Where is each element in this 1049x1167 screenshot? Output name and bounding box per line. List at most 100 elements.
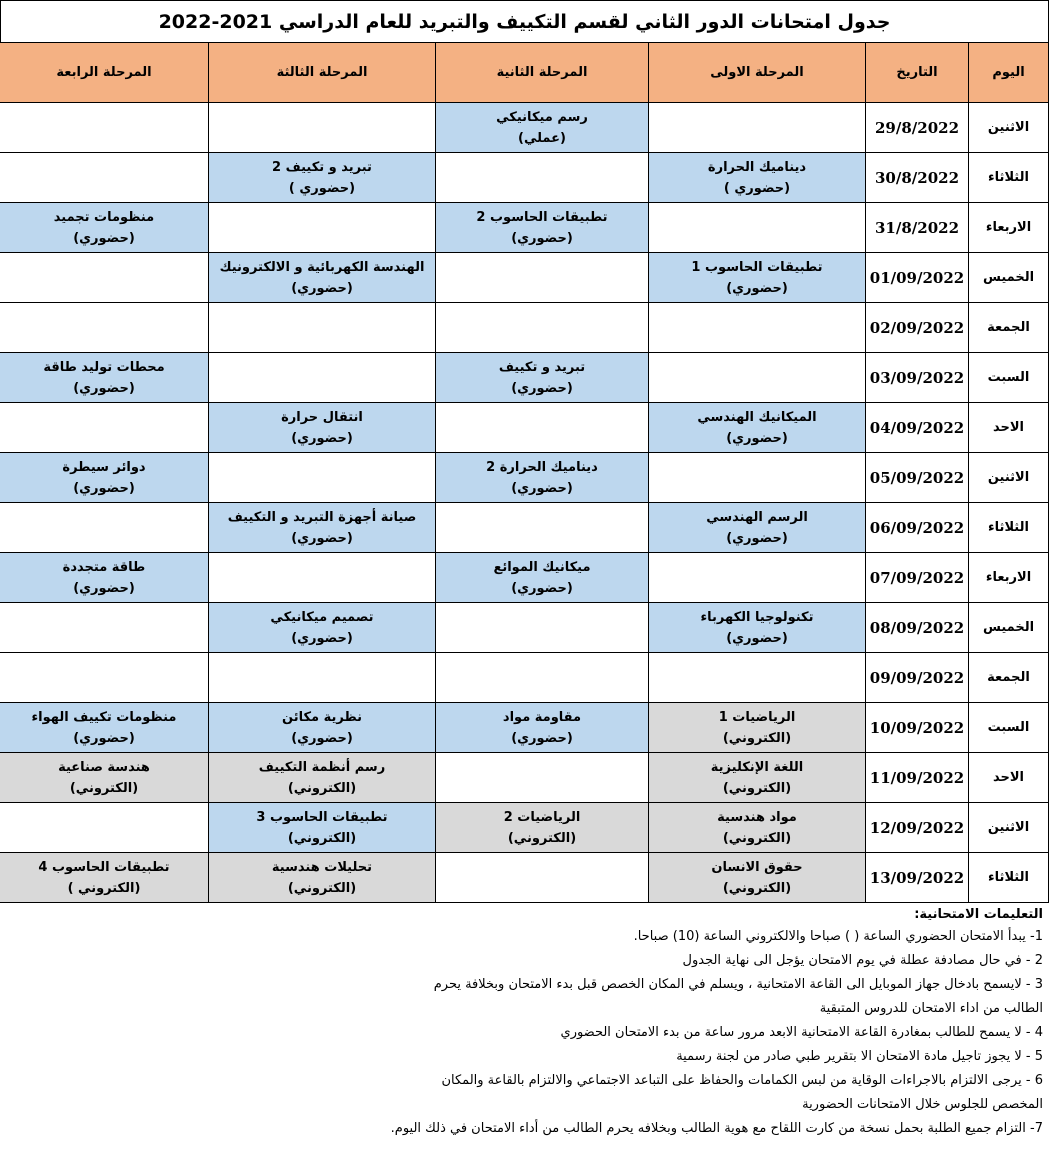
exam-text: مواد هندسية (الكتروني)	[650, 804, 865, 850]
exam-line: تحليلات هندسية	[271, 860, 373, 875]
exam-line: (عملي)	[518, 131, 566, 146]
exam-cell: تبريد و تكييف 2 (حضوري )	[208, 152, 436, 203]
exam-cell: صيانة أجهزة التبريد و التكييف (حضوري)	[208, 502, 436, 553]
date-cell: 08/09/2022	[865, 602, 969, 653]
exam-line: (حضوري)	[511, 481, 573, 496]
exam-text: دوائر سيطرة (حضوري)	[1, 454, 208, 500]
exam-line: (حضوري)	[511, 731, 573, 746]
exam-text: الرسم الهندسي (حضوري)	[650, 504, 865, 550]
exam-line: (حضوري)	[726, 631, 788, 646]
date-cell: 12/09/2022	[865, 802, 969, 853]
exam-cell: دوائر سيطرة (حضوري)	[0, 452, 209, 503]
exam-cell	[648, 102, 866, 153]
exam-text: رسم أنظمة التكييف (الكتروني)	[210, 754, 435, 800]
exam-cell: ميكانيك الموائع (حضوري)	[435, 552, 649, 603]
title: جدول امتحانات الدور الثاني لقسم التكييف …	[0, 0, 1049, 42]
exam-line: صيانة أجهزة التبريد و التكييف	[227, 510, 417, 525]
date-cell: 30/8/2022	[865, 152, 969, 203]
exam-line: ميكانيك الموائع	[493, 560, 591, 575]
exam-cell	[648, 452, 866, 503]
exam-cell	[435, 852, 649, 903]
exam-cell: الرياضيات 2 (الكتروني)	[435, 802, 649, 853]
exam-line: (حضوري )	[723, 181, 791, 196]
exam-line: تطبيقات الحاسوب 1	[691, 260, 823, 275]
day-cell: الاربعاء	[968, 552, 1049, 603]
exam-line: (الكتروني)	[722, 881, 792, 896]
exam-line: (الكتروني)	[287, 881, 357, 896]
exam-line: تطبيقات الحاسوب 3	[256, 810, 388, 825]
instruction-line: 2 - في حال مصادفة عطلة في يوم الامتحان ي…	[682, 953, 1043, 968]
header-cell: اليوم	[968, 42, 1049, 103]
day-cell: الاربعاء	[968, 202, 1049, 253]
exam-cell: تطبيقات الحاسوب 3 (الكتروني)	[208, 802, 436, 853]
instruction-line: المخصص للجلوس خلال الامتحانات الحضورية	[802, 1097, 1043, 1112]
header-cell: المرحلة الرابعة	[0, 42, 209, 103]
exam-line: الرياضيات 2	[503, 810, 581, 825]
date-cell: 11/09/2022	[865, 752, 969, 803]
header-cell: المرحلة الاولى	[648, 42, 866, 103]
table-row: الخميس 08/09/2022 تكنولوجيا الكهرباء (حضوري…	[0, 602, 1049, 653]
exam-text: تبريد و تكييف 2 (حضوري )	[210, 154, 435, 200]
exam-line: انتقال حرارة	[281, 410, 363, 425]
exam-line: رسم ميكانيكي	[496, 110, 588, 125]
date-cell: 31/8/2022	[865, 202, 969, 253]
exam-line: حقوق الانسان	[711, 860, 803, 875]
table-row: الثلاثاء 13/09/2022 حقوق الانسان (الكتروني)…	[0, 852, 1049, 903]
exam-cell	[0, 102, 209, 153]
table-row: الاربعاء 31/8/2022 تطبيقات الحاسوب 2 (حضوري…	[0, 202, 1049, 253]
exam-text: تطبيقات الحاسوب 3 (الكتروني)	[210, 804, 435, 850]
exam-line: دوائر سيطرة	[62, 460, 146, 475]
exam-line: رسم أنظمة التكييف	[258, 760, 386, 775]
exam-line: (الكتروني)	[287, 831, 357, 846]
exam-cell	[208, 302, 436, 353]
exam-cell: الرياضيات 1 (الكتروني)	[648, 702, 866, 753]
exam-cell	[435, 752, 649, 803]
exam-line: (الكتروني )	[67, 881, 141, 896]
exam-text: الهندسة الكهربائية و الالكترونيك (حضوري)	[210, 254, 435, 300]
exam-line: الرسم الهندسي	[706, 510, 808, 525]
exam-table: اليوم التاريخ المرحلة الاولى المرحلة الثاني…	[0, 42, 1049, 903]
day-cell: الاثنين	[968, 452, 1049, 503]
exam-line: ديناميك الحرارة 2	[486, 460, 598, 475]
header-row: اليوم التاريخ المرحلة الاولى المرحلة الثاني…	[0, 42, 1049, 103]
exam-text: رسم ميكانيكي (عملي)	[437, 104, 648, 150]
day-cell: الاثنين	[968, 102, 1049, 153]
exam-line: (حضوري )	[288, 181, 356, 196]
table-row: السبت 03/09/2022 تبريد و تكييف (حضوري) محطات…	[0, 352, 1049, 403]
exam-cell	[0, 602, 209, 653]
table-row: الثلاثاء 30/8/2022 ديناميك الحرارة (حضوري )…	[0, 152, 1049, 203]
day-cell: السبت	[968, 352, 1049, 403]
exam-cell: منظومات تكييف الهواء (حضوري)	[0, 702, 209, 753]
exam-cell: الميكانيك الهندسي (حضوري)	[648, 402, 866, 453]
exam-text: تطبيقات الحاسوب 1 (حضوري)	[650, 254, 865, 300]
exam-text: ميكانيك الموائع (حضوري)	[437, 554, 648, 600]
instruction-line: 3 - لايسمح بادخال جهاز الموبايل الى القا…	[433, 977, 1043, 992]
table-row: الثلاثاء 06/09/2022 الرسم الهندسي (حضوري) صي…	[0, 502, 1049, 553]
exam-text: تحليلات هندسية (الكتروني)	[210, 854, 435, 900]
exam-cell	[648, 352, 866, 403]
exam-cell: تكنولوجيا الكهرباء (حضوري)	[648, 602, 866, 653]
table-body: الاثنين 29/8/2022 رسم ميكانيكي (عملي) الثلاث…	[0, 102, 1049, 903]
exam-line: (حضوري)	[726, 531, 788, 546]
table-row: السبت 10/09/2022 الرياضيات 1 (الكتروني) مقاو…	[0, 702, 1049, 753]
exam-cell: اللغة الإنكليزية (الكتروني)	[648, 752, 866, 803]
exam-text: طاقة متجددة (حضوري)	[1, 554, 208, 600]
exam-text: مقاومة مواد (حضوري)	[437, 704, 648, 750]
exam-text: صيانة أجهزة التبريد و التكييف (حضوري)	[210, 504, 435, 550]
exam-cell	[648, 652, 866, 703]
exam-line: (حضوري)	[73, 381, 135, 396]
table-row: الاثنين 29/8/2022 رسم ميكانيكي (عملي)	[0, 102, 1049, 153]
header-cell: المرحلة الثالثة	[208, 42, 436, 103]
exam-line: (حضوري)	[291, 631, 353, 646]
exam-cell: تطبيقات الحاسوب 4 (الكتروني )	[0, 852, 209, 903]
instructions-heading: التعليمات الامتحانية:	[914, 907, 1043, 922]
exam-line: مقاومة مواد	[502, 710, 582, 725]
exam-cell: محطات توليد طاقة (حضوري)	[0, 352, 209, 403]
exam-line: الرياضيات 1	[718, 710, 796, 725]
exam-cell	[0, 252, 209, 303]
exam-text: ديناميك الحرارة (حضوري )	[650, 154, 865, 200]
exam-line: (حضوري)	[291, 531, 353, 546]
exam-cell: الهندسة الكهربائية و الالكترونيك (حضوري)	[208, 252, 436, 303]
exam-line: (حضوري)	[73, 481, 135, 496]
exam-cell	[648, 552, 866, 603]
